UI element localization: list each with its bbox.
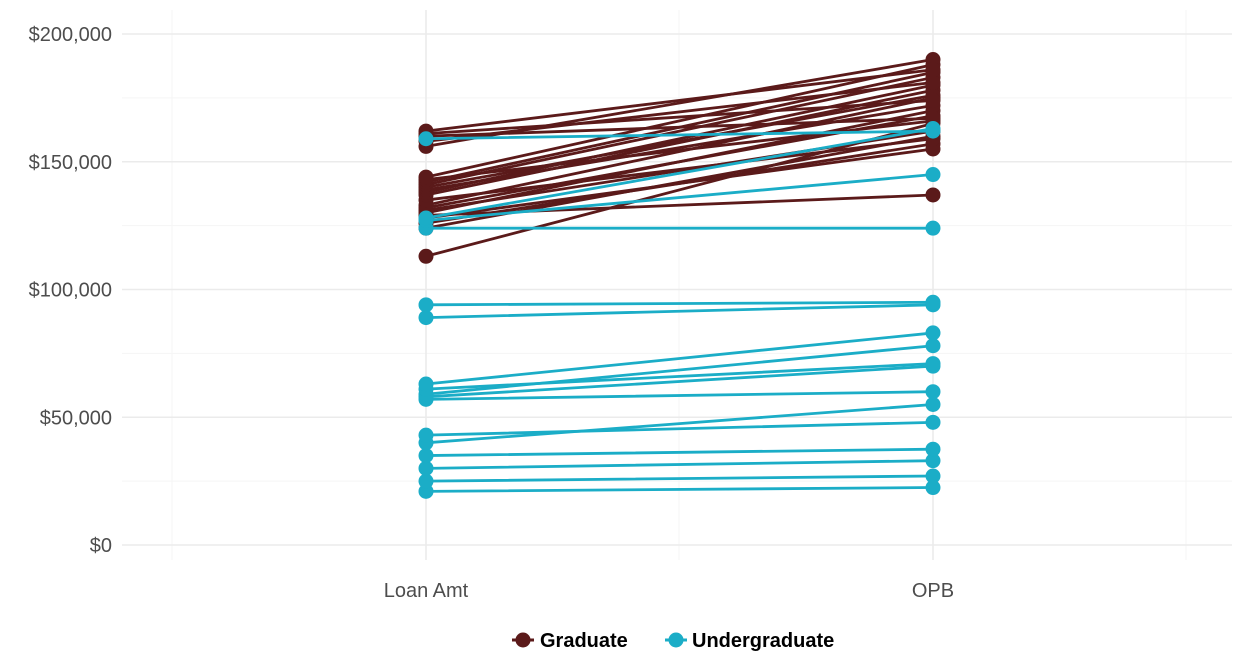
data-point-opb [925, 453, 941, 469]
data-point-loan-amt [418, 473, 434, 489]
series-line [424, 362, 935, 391]
series-line [424, 420, 935, 437]
series-undergraduate [418, 121, 941, 499]
legend-label: Undergraduate [692, 630, 834, 652]
data-point-opb [925, 396, 941, 412]
data-point-loan-amt [418, 448, 434, 464]
series-line [424, 173, 935, 222]
series-line [424, 68, 935, 133]
x-tick-label: Loan Amt [384, 580, 469, 602]
y-tick-label: $200,000 [29, 24, 112, 46]
series-line [424, 63, 935, 179]
series-line [424, 116, 935, 138]
data-point-opb [925, 187, 941, 203]
series-line [424, 147, 935, 220]
axes: $0 $50,000 $100,000 $150,000 $200,000 Loan Am… [29, 24, 955, 602]
series-line [424, 104, 935, 192]
x-tick-label: OPB [912, 580, 954, 602]
data-point-opb [925, 75, 941, 91]
data-point-opb [925, 123, 941, 139]
series-line [424, 303, 935, 320]
y-tick-label: $150,000 [29, 152, 112, 174]
legend-key-point [515, 632, 531, 648]
legend-key-undergraduate [665, 632, 687, 648]
data-point-loan-amt [418, 376, 434, 392]
data-point-opb [925, 468, 941, 484]
series-line [424, 447, 935, 457]
series-line [424, 129, 935, 141]
data-point-loan-amt [418, 248, 434, 264]
series-line [424, 99, 935, 136]
series-line [424, 93, 935, 189]
data-point-loan-amt [418, 210, 434, 226]
series-line [424, 127, 935, 220]
series-line [424, 119, 935, 182]
series-line [424, 331, 935, 386]
series-line [424, 390, 935, 401]
data-point-loan-amt [418, 460, 434, 476]
series-line [424, 474, 935, 483]
data-point-opb [925, 414, 941, 430]
legend-key-point [668, 632, 684, 648]
data-point-opb [925, 92, 941, 108]
data-point-opb [925, 220, 941, 236]
legend-key-graduate [512, 632, 534, 648]
y-tick-label: $50,000 [40, 407, 112, 429]
data-point-opb [925, 294, 941, 310]
data-point-opb [925, 384, 941, 400]
data-point-opb [925, 325, 941, 341]
series-line [424, 76, 935, 187]
series-line [424, 364, 935, 399]
series-line [424, 403, 935, 445]
y-tick-label: $100,000 [29, 280, 112, 302]
data-point-opb [925, 167, 941, 183]
series-line [424, 300, 935, 307]
data-point-loan-amt [418, 131, 434, 147]
data-point-loan-amt [418, 310, 434, 326]
series-line [424, 137, 935, 202]
legend: Graduate Undergraduate [512, 630, 834, 652]
data-point-loan-amt [418, 297, 434, 313]
data-point-loan-amt [418, 169, 434, 185]
data-point-opb [925, 62, 941, 78]
data-point-opb [925, 441, 941, 457]
data-point-loan-amt [418, 427, 434, 443]
y-tick-label: $0 [90, 535, 112, 557]
data-point-opb [925, 480, 941, 496]
legend-label: Graduate [540, 630, 628, 652]
data-point-opb [925, 356, 941, 372]
data-point-opb [925, 338, 941, 354]
series-group [418, 52, 941, 499]
series-line [424, 486, 935, 493]
series-line [424, 81, 935, 143]
series-line [424, 459, 935, 470]
